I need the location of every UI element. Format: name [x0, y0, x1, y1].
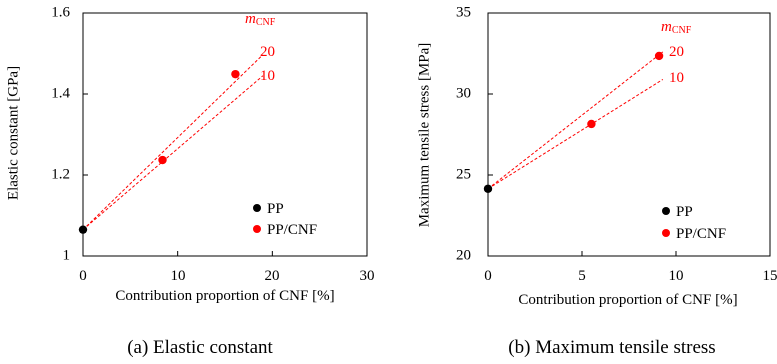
- chart-elastic-constant: Elastic constant [GPa] Contribution prop…: [6, 4, 375, 358]
- data-point: [231, 69, 240, 79]
- trend-label-20: 20: [260, 44, 275, 60]
- x-tick-label: 5: [578, 268, 586, 284]
- trend-label-10: 10: [260, 68, 275, 84]
- y-axis-label: Maximum tensile stress [MPa]: [417, 43, 433, 228]
- legend-label-pp: PP: [267, 201, 284, 217]
- x-tick-labels: 0 10 20 30: [79, 268, 374, 284]
- plot-frame: [487, 12, 771, 257]
- x-axis-label: Contribution proportion of CNF [%]: [518, 292, 737, 308]
- legend-marker-pp: [662, 207, 670, 215]
- legend-label-pp-cnf: PP/CNF: [676, 226, 726, 242]
- data-point: [654, 51, 664, 61]
- y-tick-label: 30: [456, 85, 471, 101]
- legend-marker-pp-cnf: [253, 225, 261, 233]
- y-tick-label: 1.6: [51, 4, 70, 20]
- y-tick-label: 1: [63, 247, 71, 263]
- data-point: [78, 225, 88, 234]
- legend: PP PP/CNF: [253, 201, 317, 238]
- legend-marker-pp: [253, 204, 261, 212]
- y-tick-labels: 1 1.2 1.4 1.6: [51, 4, 70, 263]
- y-tick-label: 1.4: [51, 85, 70, 101]
- panel-caption: (a) Elastic constant: [127, 337, 273, 358]
- x-tick-label: 20: [265, 268, 280, 284]
- plot-frame: [82, 12, 368, 257]
- y-tick-label: 35: [456, 4, 471, 20]
- x-tick-label: 0: [79, 268, 87, 284]
- y-axis-label: Elastic constant [GPa]: [6, 66, 22, 200]
- x-tick-label: 0: [484, 268, 492, 284]
- y-tick-label: 20: [456, 247, 471, 263]
- x-axis-label: Contribution proportion of CNF [%]: [115, 288, 334, 304]
- y-tick-label: 25: [456, 166, 471, 182]
- trend-line-20: [82, 54, 264, 231]
- trend-label-10: 10: [669, 70, 684, 86]
- x-tick-label: 10: [171, 268, 186, 284]
- trend-line-10: [487, 78, 664, 190]
- data-point: [158, 155, 167, 165]
- data-point: [483, 184, 493, 193]
- chart-maximum-tensile-stress: Maximum tensile stress [MPa] Contributio…: [417, 4, 777, 358]
- m-cnf-label: mCNF: [245, 11, 276, 28]
- annotation-var: m: [661, 19, 672, 35]
- legend-label-pp: PP: [676, 204, 693, 220]
- legend-marker-pp-cnf: [662, 229, 670, 237]
- x-tick-labels: 0 5 10 15: [484, 268, 777, 284]
- y-tick-labels: 20 25 30 35: [456, 4, 471, 263]
- x-tick-label: 15: [763, 268, 777, 284]
- legend: PP PP/CNF: [662, 204, 726, 242]
- y-tick-label: 1.2: [51, 166, 70, 182]
- x-tick-label: 10: [669, 268, 684, 284]
- annotation-sub: CNF: [672, 25, 692, 36]
- panel-caption: (b) Maximum tensile stress: [508, 337, 715, 358]
- m-cnf-annotation: mCNF 20 10: [661, 19, 692, 86]
- trend-label-20: 20: [669, 44, 684, 60]
- m-cnf-label: mCNF: [661, 19, 692, 36]
- data-point: [587, 119, 596, 129]
- plot-area: [78, 12, 368, 257]
- trend-line-10: [82, 75, 264, 231]
- annotation-var: m: [245, 11, 256, 27]
- x-tick-label: 30: [360, 268, 375, 284]
- legend-label-pp-cnf: PP/CNF: [267, 222, 317, 238]
- m-cnf-annotation: mCNF 20 10: [245, 11, 276, 84]
- annotation-sub: CNF: [256, 17, 276, 28]
- trend-line-20: [487, 51, 664, 190]
- plot-area: [483, 12, 771, 257]
